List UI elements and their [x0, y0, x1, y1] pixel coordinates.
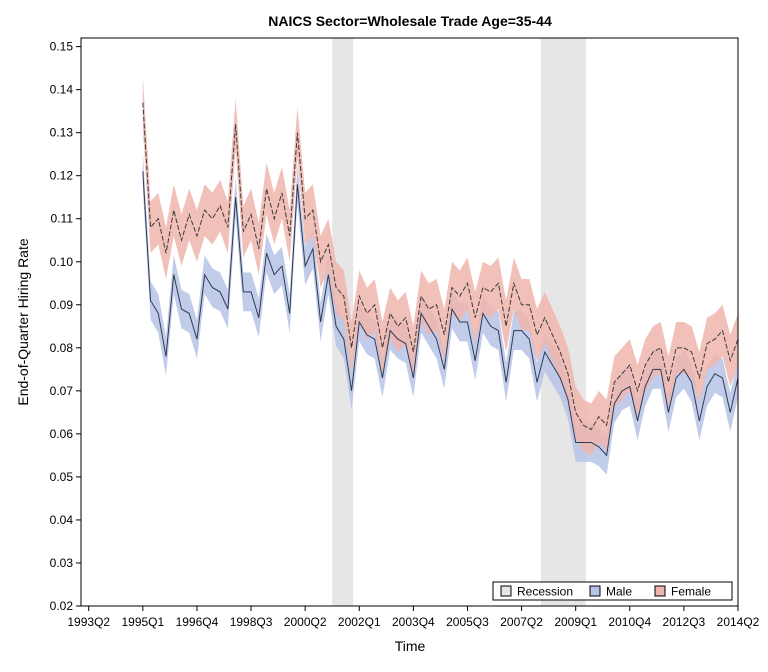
male-series-line: [142, 171, 739, 457]
legend: Recession Male Female: [492, 581, 733, 601]
legend-swatch-recession: [500, 585, 512, 597]
x-tick-label: 1995Q1: [121, 615, 164, 629]
legend-label-female: Female: [671, 585, 711, 599]
y-tick-label: 0.13: [50, 126, 74, 140]
legend-swatch-female: [654, 585, 666, 597]
y-tick-label: 0.02: [50, 599, 74, 613]
y-tick-label: 0.03: [50, 556, 74, 570]
x-tick-label: 2000Q2: [284, 615, 327, 629]
chart-title: NAICS Sector=Wholesale Trade Age=35-44: [268, 13, 552, 29]
x-tick-label: 2014Q2: [717, 615, 760, 629]
plot-area: 0.02 0.03 0.04 0.05 0.06 0.07 0.08 0.09 0.10 0.11…: [50, 37, 760, 629]
legend-box: [492, 581, 733, 601]
x-tick-label: 2012Q3: [663, 615, 706, 629]
y-tick-label: 0.11: [51, 212, 74, 226]
legend-label-male: Male: [606, 585, 632, 599]
x-tick-label: 2010Q4: [608, 615, 651, 629]
x-axis-title: Time: [395, 638, 426, 654]
legend-label-recession: Recession: [517, 585, 573, 599]
x-tick-label: 2005Q3: [446, 615, 489, 629]
y-tick-label: 0.05: [50, 470, 74, 484]
x-tick-label: 1998Q3: [230, 615, 273, 629]
y-tick-label: 0.07: [50, 384, 74, 398]
y-tick-label: 0.15: [50, 40, 74, 54]
x-tick-label: 2002Q1: [338, 615, 381, 629]
x-tick-label: 1996Q4: [176, 615, 219, 629]
y-tick-label: 0.14: [50, 83, 74, 97]
female-series-line: [142, 102, 739, 431]
y-tick-label: 0.09: [50, 298, 74, 312]
x-tick-label: 2007Q2: [500, 615, 543, 629]
x-tick-label: 2009Q1: [554, 615, 597, 629]
y-tick-label: 0.08: [50, 341, 74, 355]
y-tick-label: 0.10: [50, 255, 74, 269]
y-tick-label: 0.12: [50, 169, 74, 183]
legend-swatch-male: [589, 585, 601, 597]
y-axis-title: End-of-Quarter Hiring Rate: [15, 238, 31, 406]
y-tick-label: 0.06: [50, 427, 74, 441]
x-tick-label: 2003Q4: [392, 615, 435, 629]
x-tick-label: 1993Q2: [67, 615, 110, 629]
y-tick-label: 0.04: [50, 513, 74, 527]
plot-frame: [80, 37, 739, 607]
